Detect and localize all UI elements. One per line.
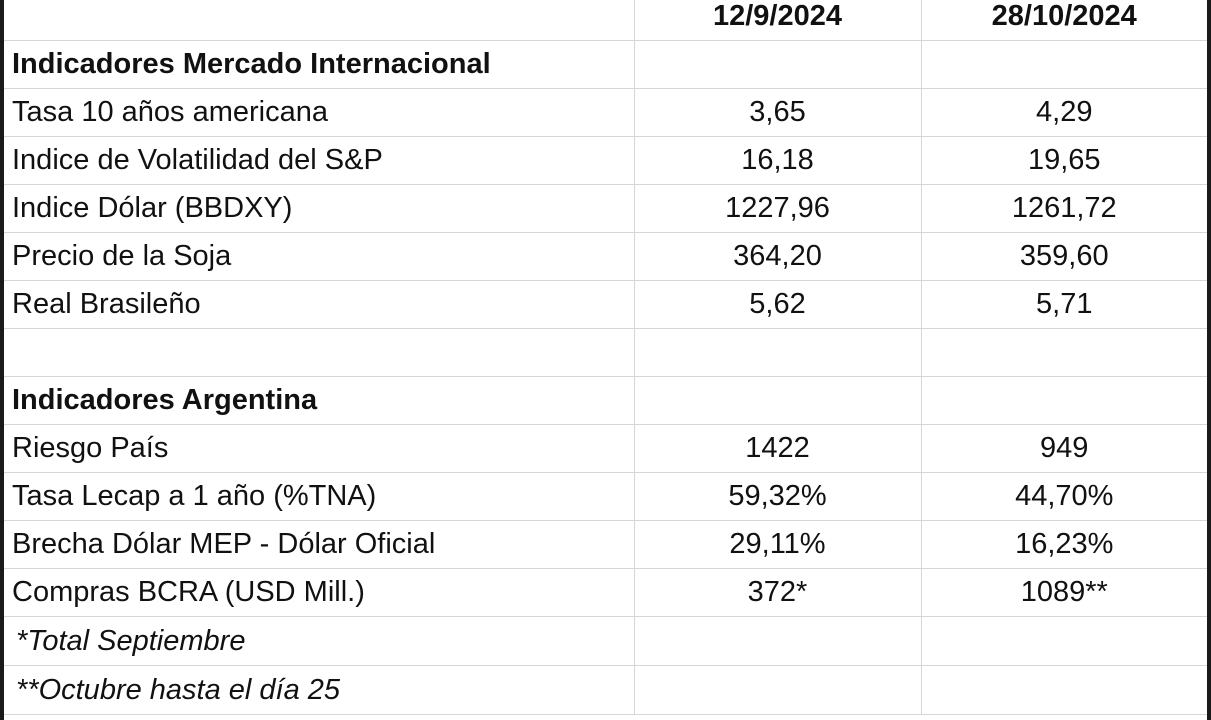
table-row: Indice Dólar (BBDXY) 1227,96 1261,72: [4, 184, 1207, 233]
row-label[interactable]: Tasa Lecap a 1 año (%TNA): [4, 472, 635, 521]
section-row-argentina: Indicadores Argentina: [4, 376, 1207, 425]
value-date-1[interactable]: 59,32%: [634, 472, 922, 521]
table-row: Real Brasileño 5,62 5,71: [4, 280, 1207, 329]
value-date-2[interactable]: 1261,72: [921, 184, 1207, 233]
table-row: Precio de la Soja 364,20 359,60: [4, 232, 1207, 281]
section-title-argentina[interactable]: Indicadores Argentina: [4, 376, 635, 425]
header-row: 12/9/2024 28/10/2024: [4, 0, 1207, 41]
empty-cell[interactable]: [634, 665, 922, 715]
row-label[interactable]: Indice de Volatilidad del S&P: [4, 136, 635, 185]
row-label[interactable]: Compras BCRA (USD Mill.): [4, 568, 635, 617]
row-label[interactable]: Tasa 10 años americana: [4, 88, 635, 137]
header-empty-cell[interactable]: [4, 0, 635, 41]
indicators-table: 12/9/2024 28/10/2024 Indicadores Mercado…: [4, 0, 1207, 715]
empty-cell[interactable]: [921, 40, 1207, 89]
table-row: Indice de Volatilidad del S&P 16,18 19,6…: [4, 136, 1207, 185]
empty-cell[interactable]: [634, 328, 922, 377]
value-date-2[interactable]: 16,23%: [921, 520, 1207, 569]
value-date-1[interactable]: 364,20: [634, 232, 922, 281]
empty-cell[interactable]: [634, 616, 922, 666]
blank-row: [4, 328, 1207, 377]
table-row: Tasa Lecap a 1 año (%TNA) 59,32% 44,70%: [4, 472, 1207, 521]
empty-cell[interactable]: [921, 328, 1207, 377]
empty-cell[interactable]: [921, 616, 1207, 666]
value-date-1[interactable]: 3,65: [634, 88, 922, 137]
value-date-2[interactable]: 5,71: [921, 280, 1207, 329]
footnote-2[interactable]: **Octubre hasta el día 25: [4, 665, 635, 715]
section-row-international: Indicadores Mercado Internacional: [4, 40, 1207, 89]
footnote-row: **Octubre hasta el día 25: [4, 665, 1207, 715]
row-label[interactable]: Real Brasileño: [4, 280, 635, 329]
row-label[interactable]: Indice Dólar (BBDXY): [4, 184, 635, 233]
header-date-2[interactable]: 28/10/2024: [921, 0, 1207, 41]
value-date-1[interactable]: 16,18: [634, 136, 922, 185]
value-date-1[interactable]: 1422: [634, 424, 922, 473]
row-label[interactable]: Precio de la Soja: [4, 232, 635, 281]
footnote-row: *Total Septiembre: [4, 616, 1207, 666]
table-row: Brecha Dólar MEP - Dólar Oficial 29,11% …: [4, 520, 1207, 569]
table-row: Compras BCRA (USD Mill.) 372* 1089**: [4, 568, 1207, 617]
row-label[interactable]: Riesgo País: [4, 424, 635, 473]
table-row: Tasa 10 años americana 3,65 4,29: [4, 88, 1207, 137]
row-label[interactable]: Brecha Dólar MEP - Dólar Oficial: [4, 520, 635, 569]
value-date-2[interactable]: 19,65: [921, 136, 1207, 185]
empty-cell[interactable]: [634, 40, 922, 89]
value-date-2[interactable]: 949: [921, 424, 1207, 473]
value-date-2[interactable]: 1089**: [921, 568, 1207, 617]
value-date-1[interactable]: 5,62: [634, 280, 922, 329]
section-title-international[interactable]: Indicadores Mercado Internacional: [4, 40, 635, 89]
header-date-1[interactable]: 12/9/2024: [634, 0, 922, 41]
value-date-2[interactable]: 44,70%: [921, 472, 1207, 521]
value-date-2[interactable]: 359,60: [921, 232, 1207, 281]
value-date-2[interactable]: 4,29: [921, 88, 1207, 137]
empty-cell[interactable]: [4, 328, 635, 377]
empty-cell[interactable]: [921, 376, 1207, 425]
value-date-1[interactable]: 372*: [634, 568, 922, 617]
footnote-1[interactable]: *Total Septiembre: [4, 616, 635, 666]
table-row: Riesgo País 1422 949: [4, 424, 1207, 473]
value-date-1[interactable]: 1227,96: [634, 184, 922, 233]
value-date-1[interactable]: 29,11%: [634, 520, 922, 569]
empty-cell[interactable]: [921, 665, 1207, 715]
empty-cell[interactable]: [634, 376, 922, 425]
